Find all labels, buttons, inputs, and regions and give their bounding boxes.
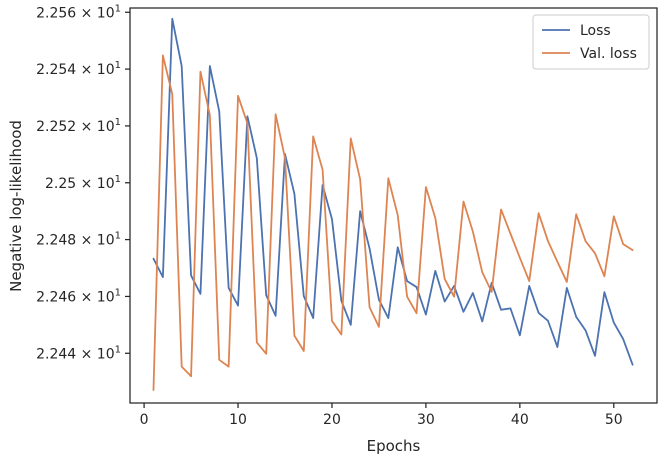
legend: Loss Val. loss bbox=[532, 14, 650, 70]
y-tick-label: 2.25 × 101 bbox=[45, 174, 121, 192]
x-tick-label: 0 bbox=[140, 412, 149, 428]
y-axis-label: Negative log-likelihood bbox=[7, 120, 25, 292]
x-tick-label: 50 bbox=[605, 412, 623, 428]
y-tick-label: 2.246 × 101 bbox=[36, 287, 121, 305]
x-axis-label: Epochs bbox=[367, 437, 421, 455]
legend-label-loss: Loss bbox=[580, 23, 611, 39]
y-tick-label: 2.254 × 101 bbox=[36, 60, 121, 78]
series-line-loss bbox=[152, 17, 634, 366]
y-tick-label: 2.256 × 101 bbox=[36, 3, 121, 21]
x-tick-label: 30 bbox=[417, 412, 435, 428]
series-line-val-loss bbox=[152, 54, 634, 391]
y-tick-label: 2.244 × 101 bbox=[36, 344, 121, 362]
x-tick-label: 10 bbox=[229, 412, 247, 428]
x-tick-label: 40 bbox=[511, 412, 529, 428]
y-tick-label: 2.252 × 101 bbox=[36, 117, 121, 135]
legend-box bbox=[532, 14, 650, 70]
legend-label-val-loss: Val. loss bbox=[580, 46, 637, 62]
x-tick-label: 20 bbox=[323, 412, 341, 428]
y-tick-label: 2.248 × 101 bbox=[36, 231, 121, 249]
